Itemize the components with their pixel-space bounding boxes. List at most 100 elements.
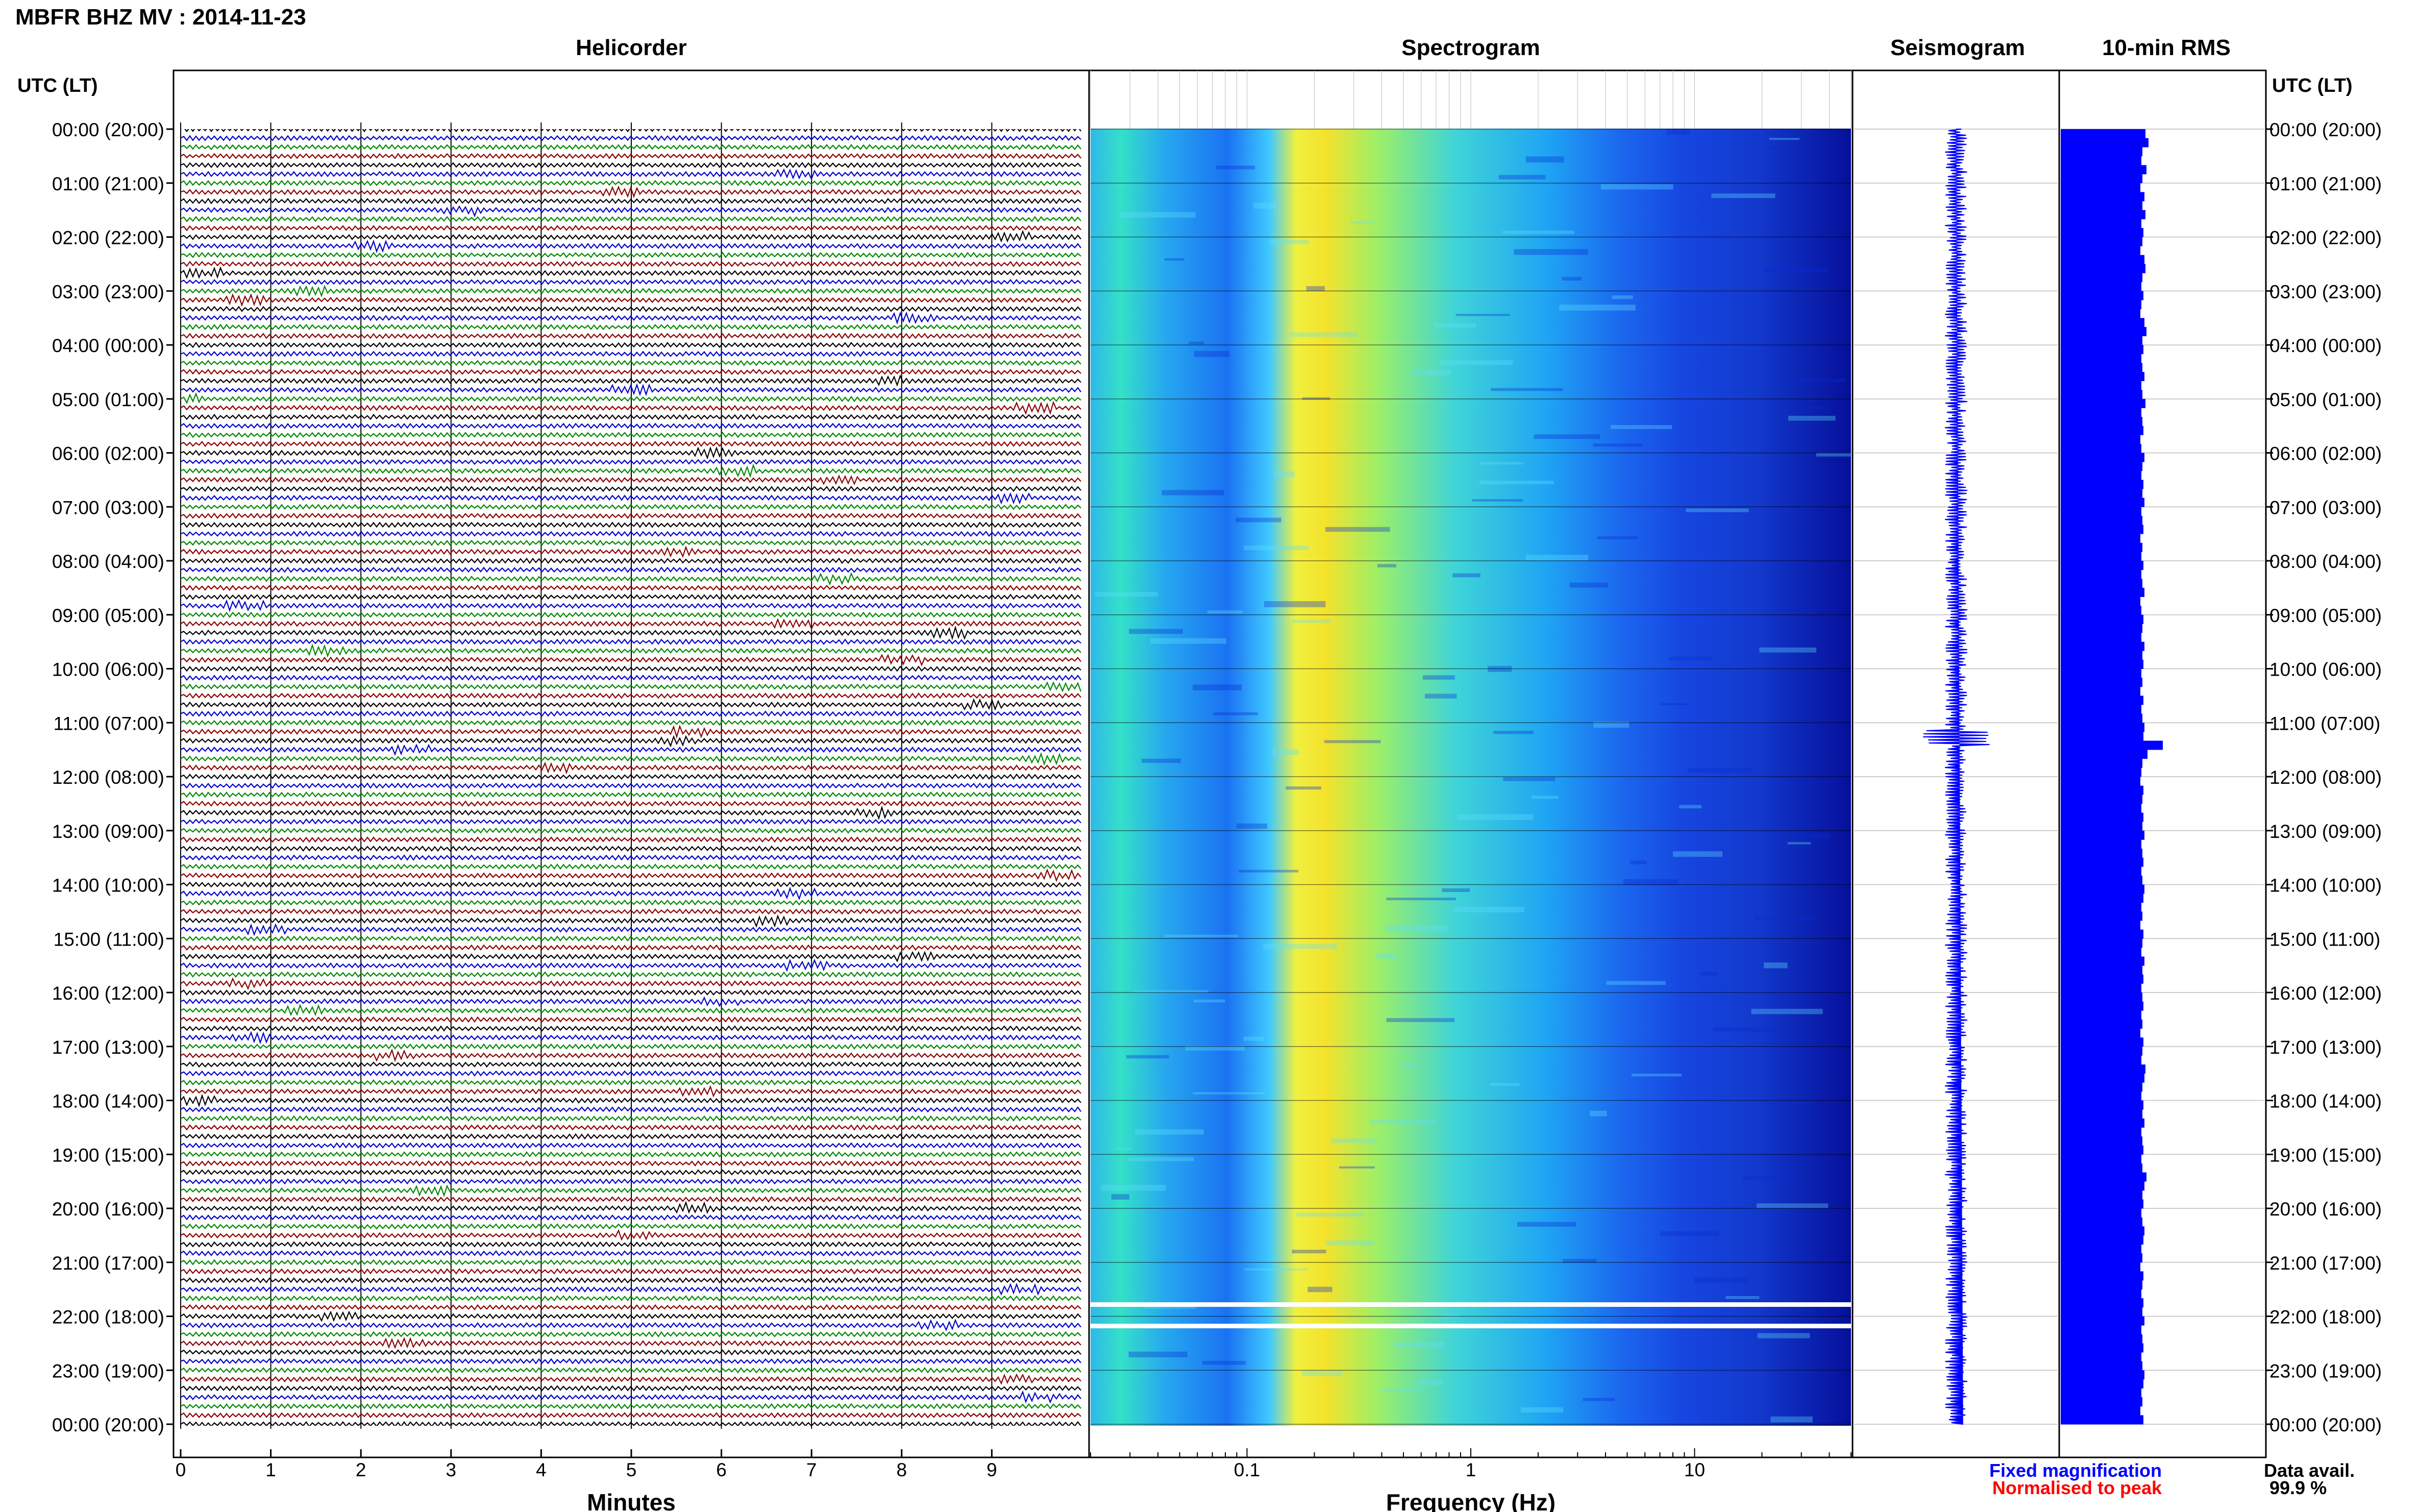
hour-label-left: 03:00 (23:00) (52, 281, 164, 302)
spectrogram-streak (1164, 258, 1184, 261)
rms-bar (2061, 542, 2142, 552)
spectrogram-streak (1286, 786, 1321, 790)
rms-bar (2061, 857, 2143, 867)
helicorder-trace (181, 392, 1081, 405)
helicorder-panel: 0 1 2 3 4 5 6 7 8 9 (172, 69, 1090, 1480)
spectrogram-streak (1162, 490, 1224, 495)
helicorder-trace (181, 1268, 1081, 1275)
hour-label-left: 07:00 (03:00) (52, 497, 164, 518)
spectrogram-streak (1754, 916, 1816, 920)
helicorder-trace (181, 1106, 1081, 1113)
spectrogram-streak (1583, 1398, 1615, 1401)
rms-bar (2061, 363, 2142, 373)
seismogram-trace (1923, 129, 1990, 1425)
helicorder-trace (181, 1241, 1081, 1248)
rms-bar (2061, 371, 2144, 381)
helicorder-trace (181, 881, 1081, 888)
rms-bar (2061, 228, 2143, 237)
hour-label-left: 20:00 (16:00) (52, 1199, 164, 1220)
spectrogram-streak (1687, 767, 1754, 773)
helicorder-trace (181, 252, 1081, 258)
rms-bar (2061, 696, 2143, 705)
hour-label-left: 18:00 (14:00) (52, 1091, 164, 1112)
hour-label-right: 10:00 (06:00) (2269, 659, 2382, 680)
spectrogram-streak (1269, 239, 1309, 244)
rms-bar (2061, 1388, 2141, 1398)
rms-bars (2061, 129, 2163, 1425)
rms-bar (2061, 668, 2141, 678)
spectrogram-streak (1673, 851, 1723, 857)
helicorder-trace (181, 180, 1081, 186)
helicorder-x-ticks: 0 1 2 3 4 5 6 7 8 9 (176, 1449, 997, 1480)
helicorder-trace (181, 463, 1081, 478)
rms-bar (2061, 515, 2142, 525)
hour-label-left: 11:00 (07:00) (54, 713, 164, 734)
spectrogram-streak (1164, 934, 1239, 937)
spectrogram-streak (1700, 972, 1719, 976)
spectrogram-x-ticks: 0.1 1 10 (1090, 70, 1852, 1480)
helicorder-trace (181, 374, 1081, 387)
rms-bar (2061, 174, 2142, 184)
helicorder-trace (181, 1412, 1081, 1419)
helicorder-trace (181, 1250, 1081, 1257)
helicorder-trace (181, 1151, 1081, 1158)
spectrogram-tick-label: 10 (1684, 1459, 1705, 1480)
hour-label-right: 00:00 (20:00) (2269, 1415, 2382, 1435)
helicorder-trace (181, 1003, 1081, 1017)
spectrogram-streak (1805, 406, 1828, 409)
helicorder-trace (181, 1373, 1081, 1385)
hour-label-left: 14:00 (10:00) (52, 875, 164, 896)
rms-bar (2061, 1262, 2140, 1272)
spectrogram-streak (1128, 1157, 1194, 1161)
rms-bar (2061, 282, 2141, 291)
spectrogram-streak (1301, 1370, 1343, 1376)
helicorder-trace (181, 557, 1081, 564)
helicorder-trace (181, 923, 1081, 936)
hour-label-right: 04:00 (00:00) (2269, 335, 2382, 356)
helicorder-trace (181, 625, 1081, 640)
spectrogram-streak (1193, 1092, 1265, 1095)
helicorder-trace (181, 971, 1081, 978)
spectrogram-streak (1289, 332, 1357, 337)
helicorder-trace (181, 1319, 1081, 1331)
spectrogram-streak (1381, 1389, 1423, 1392)
spectrogram-streak (1532, 796, 1559, 799)
spectrogram-streak (1417, 1379, 1443, 1385)
rms-bar (2061, 1352, 2141, 1362)
hour-label-left: 02:00 (22:00) (52, 228, 164, 249)
helicorder-trace (181, 1070, 1081, 1077)
legend-normalised-to-peak: Normalised to peak (1992, 1477, 2162, 1498)
helicorder-trace (181, 908, 1081, 915)
helicorder-trace (181, 205, 1081, 217)
spectrogram-streak (1600, 184, 1673, 190)
spectrogram-streak (1472, 499, 1523, 502)
rms-bar (2061, 723, 2144, 732)
rms-bar (2061, 219, 2141, 229)
helicorder-trace (181, 360, 1081, 366)
spectrogram-streak (1442, 888, 1470, 893)
spectrogram-streak (1272, 749, 1299, 755)
spectrogram-streak (1141, 758, 1181, 763)
spectrogram-streak (1412, 369, 1451, 376)
helicorder-trace (181, 724, 1081, 739)
rms-bar (2061, 1415, 2143, 1425)
helicorder-trace (181, 782, 1081, 789)
spectrogram-streak (1569, 582, 1609, 588)
helicorder-trace (181, 1133, 1081, 1140)
rms-bar (2061, 534, 2140, 543)
rms-bar (2061, 1361, 2142, 1371)
helicorder-trace (181, 761, 1081, 775)
helicorder-trace (181, 977, 1081, 990)
rms-bar (2061, 614, 2143, 624)
rms-bar (2061, 309, 2140, 318)
helicorder-trace (181, 546, 1081, 558)
rms-bar (2061, 849, 2142, 858)
helicorder-trace (181, 185, 1081, 199)
seismogram-title: Seismogram (1890, 35, 2025, 60)
helicorder-trace (181, 566, 1081, 573)
spectrogram-streak (1455, 314, 1510, 316)
spectrogram-streak (1213, 712, 1258, 715)
rms-bar (2061, 183, 2140, 192)
spectrogram-streak (1660, 703, 1690, 705)
rms-bar (2061, 1307, 2142, 1317)
